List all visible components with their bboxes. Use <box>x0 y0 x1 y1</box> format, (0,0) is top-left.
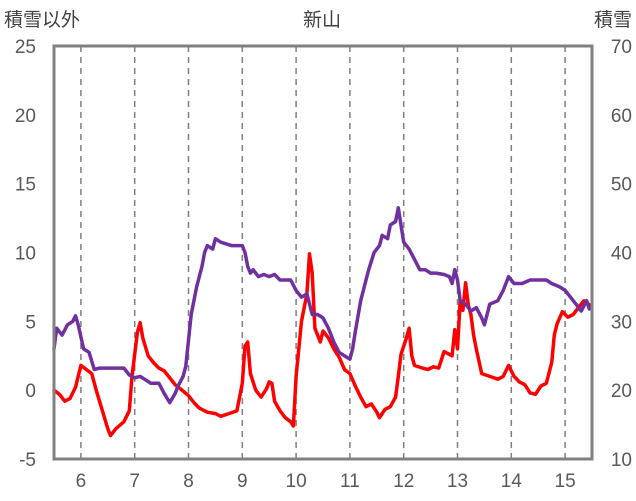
series-layer <box>52 206 592 438</box>
x-tick-label-13: 13 <box>447 471 468 492</box>
y-left-tick-label-0: 0 <box>25 381 36 402</box>
x-tick-label-8: 8 <box>183 471 194 492</box>
right-axis-label: 積雪 <box>594 9 632 31</box>
chart-title: 新山 <box>303 9 341 31</box>
tick-layer: 6 7 8 9 10 11 12 13 14 15 -5 0 5 10 15 20 25 10 20 30 40 50 60… <box>15 37 632 492</box>
y-right-tick-label-30: 30 <box>611 312 632 333</box>
y-right-tick-label-60: 60 <box>611 106 632 127</box>
x-tick-label-9: 9 <box>237 471 248 492</box>
y-right-tick-label-70: 70 <box>611 37 632 58</box>
series-line-left-axis <box>52 252 592 438</box>
y-left-tick-label--5: -5 <box>19 450 36 471</box>
y-left-tick-label-5: 5 <box>25 312 36 333</box>
plot-area-frame <box>52 44 594 461</box>
grid-layer <box>80 46 566 459</box>
y-right-tick-label-10: 10 <box>611 450 632 471</box>
y-right-tick-label-20: 20 <box>611 381 632 402</box>
y-left-tick-label-25: 25 <box>15 37 36 58</box>
x-tick-label-15: 15 <box>555 471 576 492</box>
x-tick-label-10: 10 <box>286 471 307 492</box>
x-tick-label-6: 6 <box>76 471 87 492</box>
y-left-tick-label-20: 20 <box>15 106 36 127</box>
x-tick-label-12: 12 <box>393 471 414 492</box>
left-axis-label: 積雪以外 <box>4 9 80 31</box>
x-tick-label-14: 14 <box>501 471 523 492</box>
y-right-tick-label-50: 50 <box>611 175 632 196</box>
y-left-tick-label-15: 15 <box>15 175 36 196</box>
x-tick-label-11: 11 <box>340 471 360 492</box>
y-right-tick-label-40: 40 <box>611 244 632 265</box>
y-left-tick-label-10: 10 <box>15 244 36 265</box>
x-tick-label-7: 7 <box>129 471 140 492</box>
series-line-right-axis <box>52 206 592 405</box>
